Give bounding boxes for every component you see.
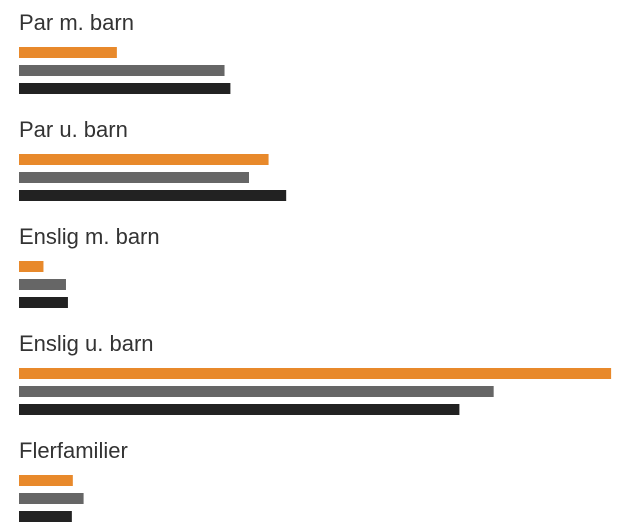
bar [19, 154, 269, 165]
bar [19, 404, 460, 415]
bar [19, 475, 73, 486]
bar [19, 511, 72, 522]
bar [19, 47, 117, 58]
category-group: Par u. barn [19, 117, 287, 201]
category-label: Par m. barn [19, 10, 134, 35]
category-group: Flerfamilier [19, 438, 128, 522]
category-group: Enslig m. barn [19, 224, 160, 308]
bar [19, 83, 231, 94]
bar [19, 261, 44, 272]
bar [19, 190, 287, 201]
category-label: Par u. barn [19, 117, 128, 142]
category-label: Enslig u. barn [19, 331, 154, 356]
category-label: Enslig m. barn [19, 224, 160, 249]
bar [19, 172, 249, 183]
category-label: Flerfamilier [19, 438, 128, 463]
category-group: Enslig u. barn [19, 331, 612, 415]
bar [19, 65, 225, 76]
category-group: Par m. barn [19, 10, 231, 94]
bar [19, 493, 84, 504]
bar [19, 386, 494, 397]
bar [19, 279, 66, 290]
bar [19, 297, 68, 308]
bar [19, 368, 612, 379]
